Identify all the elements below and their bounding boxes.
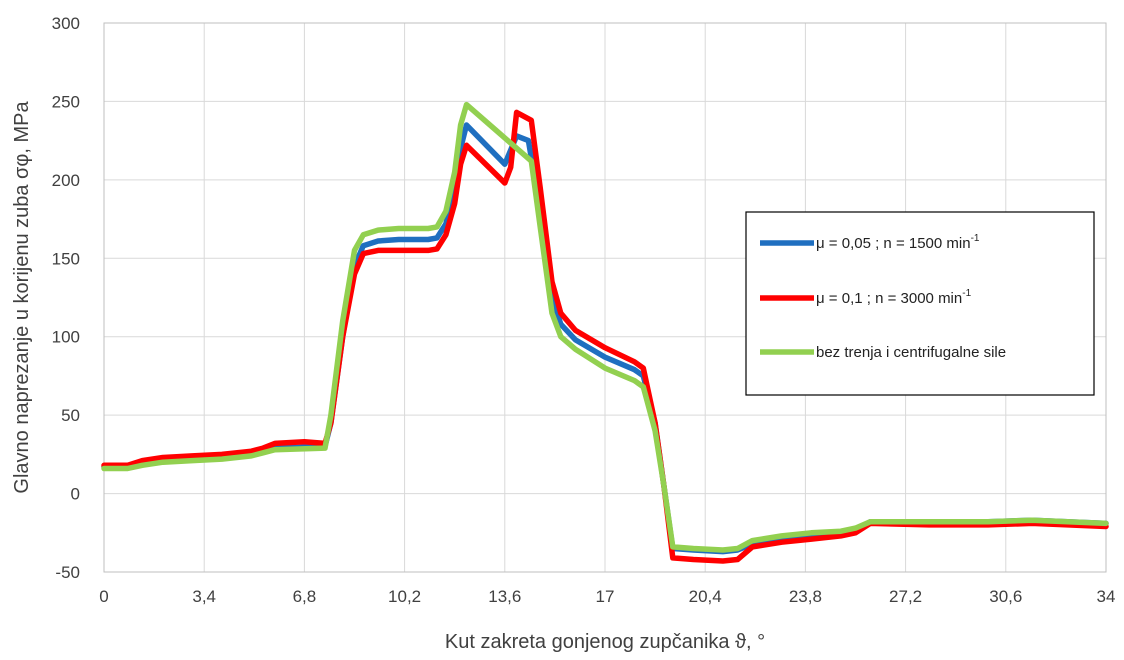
x-tick-label: 0 (99, 587, 108, 606)
x-tick-label: 13,6 (488, 587, 521, 606)
legend-label-text: μ = 0,1 ; n = 3000 min (816, 290, 962, 307)
legend-label-text: μ = 0,05 ; n = 1500 min (816, 235, 971, 252)
series-line-3 (101, 101, 1109, 553)
legend: μ = 0,05 ; n = 1500 min-1μ = 0,1 ; n = 3… (745, 211, 1095, 396)
x-tick-label: 3,4 (192, 587, 216, 606)
y-tick-label: 250 (52, 92, 80, 111)
y-axis-title: Glavno naprezanje u korijenu zuba σφ, MP… (11, 101, 33, 494)
x-tick-label: 20,4 (689, 587, 722, 606)
y-tick-label: 50 (61, 406, 80, 425)
series (101, 101, 1109, 564)
x-tick-label: 27,2 (889, 587, 922, 606)
legend-label-superscript: -1 (962, 288, 971, 299)
x-tick-label: 6,8 (293, 587, 317, 606)
legend-label-1: μ = 0,05 ; n = 1500 min-1 (816, 233, 980, 252)
x-tick-label: 23,8 (789, 587, 822, 606)
y-tick-label: 0 (71, 485, 80, 504)
x-tick-label: 34 (1097, 587, 1116, 606)
x-axis-title: Kut zakreta gonjenog zupčanika ϑ, ° (445, 631, 765, 653)
x-tick-label: 30,6 (989, 587, 1022, 606)
tick-labels: 0 3,4 6,8 10,2 13,6 17 20,4 23,8 27,2 30,6 34 -50 0 5… (52, 14, 1116, 606)
legend-label-text: bez trenja i centrifugalne sile (816, 344, 1006, 361)
x-tick-label: 10,2 (388, 587, 421, 606)
plot-frame (103, 22, 1107, 573)
y-tick-label: 300 (52, 14, 80, 33)
series-line-2 (101, 109, 1109, 564)
legend-label-2: μ = 0,1 ; n = 3000 min-1 (816, 288, 972, 307)
y-tick-label: 100 (52, 328, 80, 347)
legend-label-3: bez trenja i centrifugalne sile (816, 344, 1006, 361)
y-tick-label: -50 (55, 563, 80, 582)
legend-label-superscript: -1 (971, 233, 980, 244)
y-tick-label: 200 (52, 171, 80, 190)
x-tick-label: 17 (596, 587, 615, 606)
y-tick-label: 150 (52, 249, 80, 268)
legend-items: μ = 0,05 ; n = 1500 min-1μ = 0,1 ; n = 3… (760, 233, 1006, 361)
